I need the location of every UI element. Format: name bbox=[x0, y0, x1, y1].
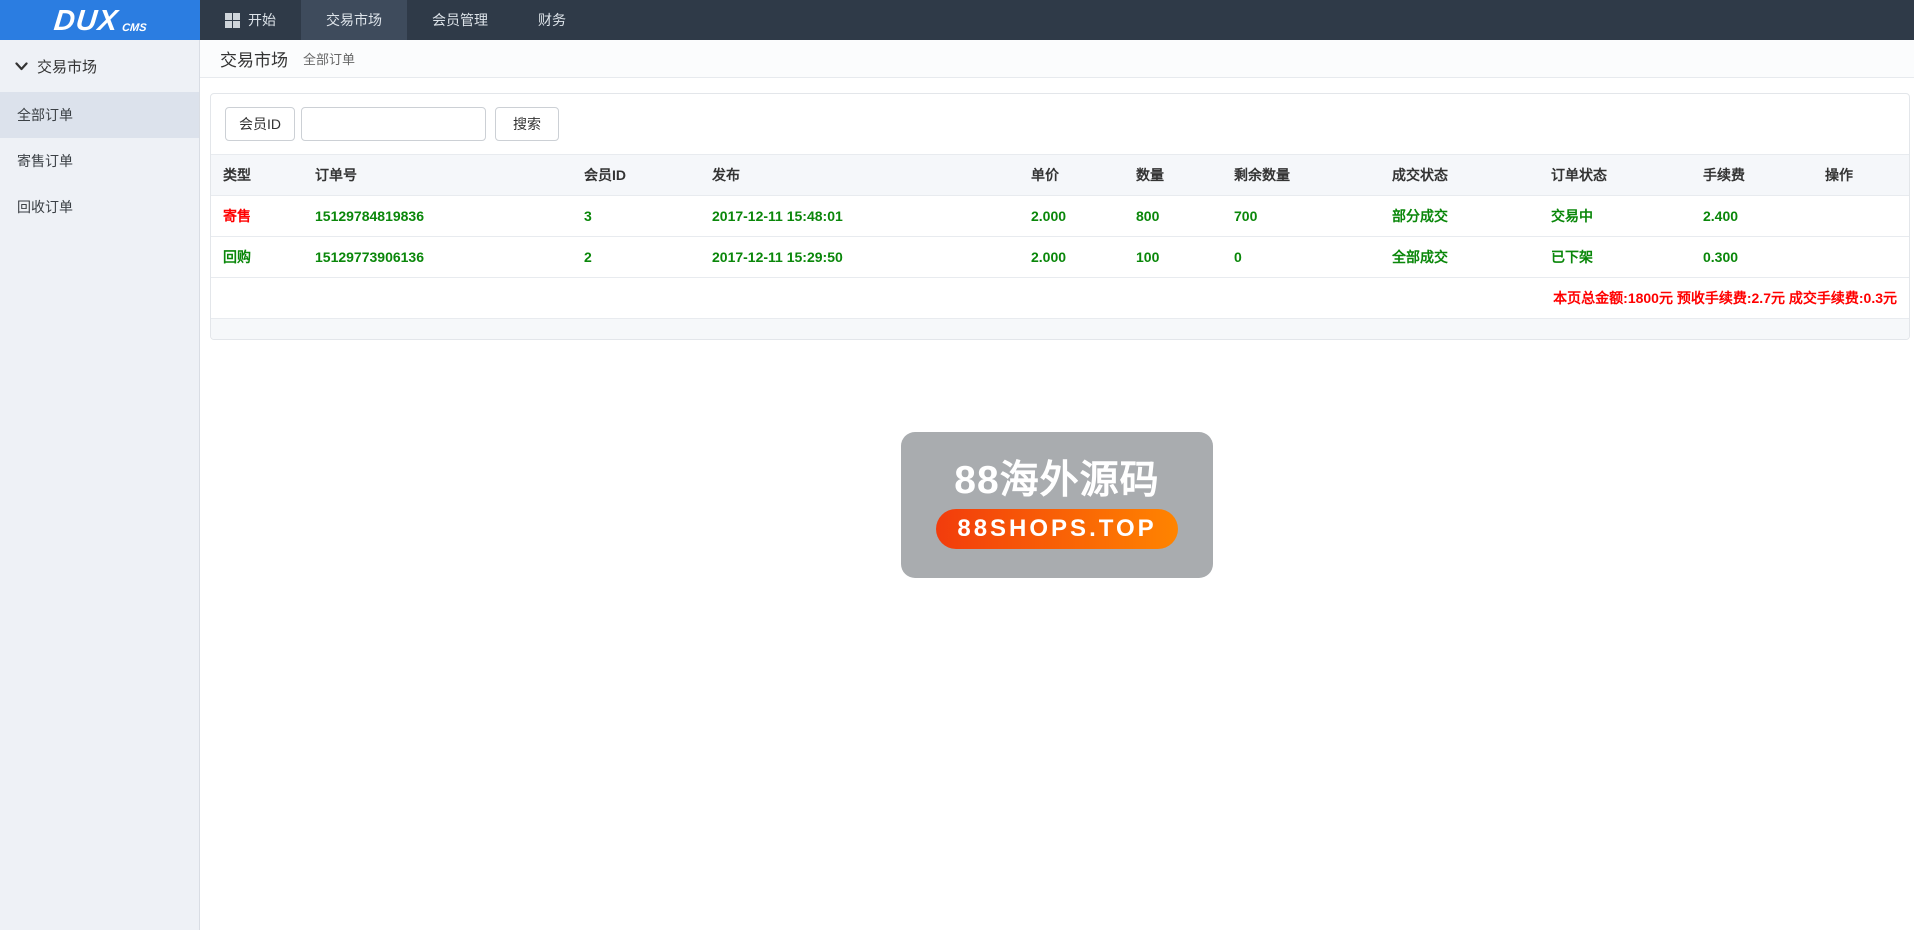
sidebar-item-recycle-orders[interactable]: 回收订单 bbox=[17, 199, 73, 215]
nav-item-market[interactable]: 交易市场 bbox=[301, 0, 407, 40]
column-header: 订单号 bbox=[303, 155, 572, 196]
cell-deal-status: 部分成交 bbox=[1380, 195, 1539, 237]
page-title: 交易市场 bbox=[220, 51, 288, 70]
column-header: 手续费 bbox=[1691, 155, 1813, 196]
cell-type: 回购 bbox=[211, 236, 303, 278]
app-header: DUX CMS 开始 交易市场 会员管理 财务 bbox=[0, 0, 1914, 40]
orders-table: 类型 订单号 会员ID 发布 单价 数量 剩余数量 成交状态 订单状态 手续费 操作 寄售 15129… bbox=[211, 155, 1909, 319]
nav-item-label: 财务 bbox=[538, 12, 566, 28]
watermark-title: 88海外源码 bbox=[954, 459, 1160, 502]
table-row: 回购 15129773906136 2 2017-12-11 15:29:50 2.00… bbox=[211, 236, 1909, 278]
orders-card: 会员ID 搜索 类型 订单号 会员ID 发布 单价 数量 剩余数量 成交状态 订单状态 手续费 操作… bbox=[210, 93, 1910, 340]
table-row: 寄售 15129784819836 3 2017-12-11 15:48:01 2.00… bbox=[211, 195, 1909, 237]
cell-published: 2017-12-11 15:29:50 bbox=[700, 236, 1019, 278]
nav-item-label: 会员管理 bbox=[432, 12, 488, 28]
top-nav: 开始 交易市场 会员管理 财务 bbox=[200, 0, 1914, 40]
sidebar-section-market[interactable]: 交易市场 bbox=[0, 40, 199, 92]
sidebar-item-all-orders[interactable]: 全部订单 bbox=[0, 92, 199, 138]
nav-item-start[interactable]: 开始 bbox=[200, 0, 301, 40]
breadcrumb-sub: 全部订单 bbox=[303, 52, 356, 67]
breadcrumb: 交易市场 全部订单 bbox=[200, 40, 1914, 78]
cell-order-status: 已下架 bbox=[1539, 236, 1691, 278]
column-header: 数量 bbox=[1124, 155, 1222, 196]
table-header-row: 类型 订单号 会员ID 发布 单价 数量 剩余数量 成交状态 订单状态 手续费 操作 bbox=[211, 155, 1909, 196]
search-bar: 会员ID 搜索 bbox=[211, 94, 1909, 155]
sidebar-section-label: 交易市场 bbox=[37, 59, 98, 76]
summary-row: 本页总金额:1800元 预收手续费:2.7元 成交手续费:0.3元 bbox=[211, 277, 1909, 319]
cell-deal-status: 全部成交 bbox=[1380, 236, 1539, 278]
cell-member-id: 2 bbox=[572, 236, 700, 278]
cell-order-status: 交易中 bbox=[1539, 195, 1691, 237]
nav-item-label: 开始 bbox=[248, 12, 276, 28]
nav-item-label: 交易市场 bbox=[326, 12, 382, 28]
cell-remain: 0 bbox=[1222, 236, 1380, 278]
sidebar-items: 全部订单寄售订单回收订单 bbox=[0, 92, 199, 230]
page-totals: 本页总金额:1800元 预收手续费:2.7元 成交手续费:0.3元 bbox=[211, 277, 1909, 319]
search-button[interactable]: 搜索 bbox=[495, 107, 559, 141]
main-area: 交易市场 全部订单 会员ID 搜索 类型 订单号 会员ID 发布 单价 数量 剩余数量 成交状… bbox=[200, 40, 1914, 930]
column-header: 订单状态 bbox=[1539, 155, 1691, 196]
column-header: 剩余数量 bbox=[1222, 155, 1380, 196]
column-header: 会员ID bbox=[572, 155, 700, 196]
cell-published: 2017-12-11 15:48:01 bbox=[700, 195, 1019, 237]
member-id-input[interactable] bbox=[301, 107, 486, 141]
column-header: 类型 bbox=[211, 155, 303, 196]
cell-fee: 2.400 bbox=[1691, 195, 1813, 237]
cell-action bbox=[1813, 195, 1909, 237]
watermark: 88海外源码 88SHOPS.TOP bbox=[901, 432, 1213, 578]
nav-item-finance[interactable]: 财务 bbox=[513, 0, 591, 40]
cell-fee: 0.300 bbox=[1691, 236, 1813, 278]
sidebar-item-consign-orders[interactable]: 寄售订单 bbox=[17, 153, 73, 169]
brand-logo[interactable]: DUX CMS bbox=[0, 0, 200, 40]
cell-member-id: 3 bbox=[572, 195, 700, 237]
cell-type: 寄售 bbox=[211, 195, 303, 237]
cell-qty: 100 bbox=[1124, 236, 1222, 278]
member-id-label: 会员ID bbox=[225, 107, 295, 141]
column-header: 操作 bbox=[1813, 155, 1909, 196]
watermark-badge: 88SHOPS.TOP bbox=[936, 509, 1178, 549]
sidebar: 交易市场 全部订单寄售订单回收订单 bbox=[0, 40, 200, 930]
nav-item-members[interactable]: 会员管理 bbox=[407, 0, 513, 40]
cell-qty: 800 bbox=[1124, 195, 1222, 237]
cell-action bbox=[1813, 236, 1909, 278]
chevron-down-icon bbox=[15, 58, 28, 75]
cell-order-no: 15129773906136 bbox=[303, 236, 572, 278]
cell-order-no: 15129784819836 bbox=[303, 195, 572, 237]
cell-remain: 700 bbox=[1222, 195, 1380, 237]
column-header: 成交状态 bbox=[1380, 155, 1539, 196]
card-footer-strip bbox=[211, 319, 1909, 339]
brand-name: DUX bbox=[52, 5, 120, 37]
grid-icon bbox=[225, 12, 240, 28]
brand-suffix: CMS bbox=[121, 22, 148, 34]
cell-price: 2.000 bbox=[1019, 195, 1124, 237]
column-header: 发布 bbox=[700, 155, 1019, 196]
column-header: 单价 bbox=[1019, 155, 1124, 196]
cell-price: 2.000 bbox=[1019, 236, 1124, 278]
